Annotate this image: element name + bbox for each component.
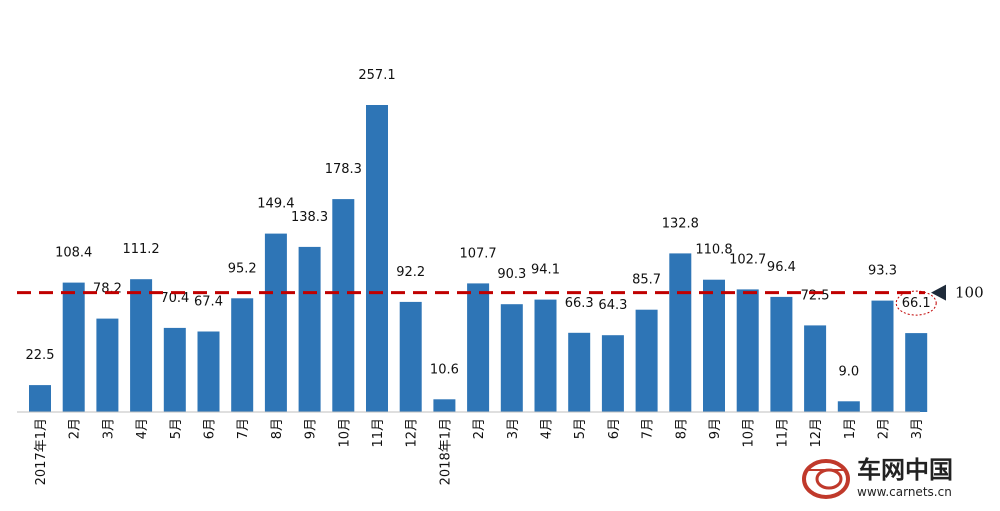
reference-marker-icon bbox=[931, 284, 946, 301]
bar-value-label: 66.3 bbox=[565, 296, 594, 311]
bar bbox=[130, 279, 153, 412]
x-tick-label: 3月 bbox=[506, 418, 521, 439]
bar bbox=[669, 253, 692, 412]
x-tick-label: 2018年1月 bbox=[438, 418, 453, 485]
x-tick-label: 5月 bbox=[169, 418, 184, 439]
bar-value-label: 78.2 bbox=[93, 282, 122, 297]
bar-value-label: 96.4 bbox=[767, 260, 796, 275]
bar bbox=[29, 385, 51, 412]
x-tick-label: 7月 bbox=[236, 418, 251, 439]
x-tick-label: 10月 bbox=[337, 418, 352, 448]
x-tick-label: 7月 bbox=[641, 418, 656, 439]
bar-value-label: 95.2 bbox=[228, 261, 257, 276]
bar-value-label: 72.5 bbox=[801, 288, 830, 303]
x-tick-label: 12月 bbox=[809, 418, 824, 448]
bar-value-label: 178.3 bbox=[325, 162, 362, 177]
x-tick-label: 2017年1月 bbox=[34, 418, 49, 485]
bar-value-label: 67.4 bbox=[194, 295, 223, 310]
bar bbox=[534, 299, 557, 412]
x-tick-label: 9月 bbox=[304, 418, 319, 439]
x-tick-label: 9月 bbox=[708, 418, 723, 439]
watermark: 车网中国 www.carnets.cn bbox=[802, 456, 953, 499]
x-tick-labels-layer: 2017年1月 2月 3月 4月 5月 6月 7月 8月 9月 10月 11月 12月 2018年1月 2… bbox=[34, 418, 925, 485]
bar bbox=[736, 289, 759, 412]
watermark-logo-icon bbox=[802, 459, 850, 499]
bars-layer bbox=[29, 105, 928, 412]
bar bbox=[837, 401, 860, 412]
bar bbox=[770, 296, 793, 412]
x-tick-label: 8月 bbox=[674, 418, 689, 439]
bar-value-label: 66.1 bbox=[902, 296, 931, 311]
x-tick-label: 4月 bbox=[135, 418, 150, 439]
x-tick-label: 2月 bbox=[877, 418, 892, 439]
bar-value-label: 22.5 bbox=[26, 348, 55, 363]
bar-value-label: 149.4 bbox=[257, 197, 294, 212]
bar-value-label: 94.1 bbox=[531, 263, 560, 278]
x-tick-label: 3月 bbox=[101, 418, 116, 439]
bar-value-label: 132.8 bbox=[662, 216, 699, 231]
bar bbox=[231, 298, 254, 412]
bar-value-label: 138.3 bbox=[291, 210, 328, 225]
bar bbox=[601, 335, 624, 412]
value-labels-layer: 22.5 108.4 78.2 111.2 70.4 67.4 95.2 149.4138.3… bbox=[26, 68, 937, 379]
bar-value-label: 10.6 bbox=[430, 362, 459, 377]
bar bbox=[399, 301, 422, 412]
x-tick-label: 1月 bbox=[843, 418, 858, 439]
bar-value-label: 102.7 bbox=[729, 252, 766, 267]
bar bbox=[96, 318, 119, 412]
bar-value-label: 9.0 bbox=[838, 364, 859, 379]
bar bbox=[197, 331, 220, 412]
x-tick-label: 12月 bbox=[405, 418, 420, 448]
highlight-circle bbox=[895, 290, 937, 316]
x-tick-label: 6月 bbox=[203, 418, 218, 439]
bar bbox=[163, 327, 186, 412]
reference-line-label: 100 bbox=[955, 284, 984, 302]
x-tick-label: 4月 bbox=[540, 418, 555, 439]
bar bbox=[703, 279, 725, 412]
x-tick-label: 2月 bbox=[68, 418, 83, 439]
bar bbox=[62, 282, 85, 412]
bar-value-label: 108.4 bbox=[55, 246, 92, 261]
bar-value-label: 90.3 bbox=[497, 267, 526, 282]
x-tick-label: 8月 bbox=[270, 418, 285, 439]
bar bbox=[433, 399, 456, 412]
bar-value-label: 64.3 bbox=[598, 298, 627, 313]
bar-value-label: 70.4 bbox=[160, 291, 189, 306]
bar-value-label: 107.7 bbox=[459, 246, 496, 261]
x-tick-label: 6月 bbox=[607, 418, 622, 439]
bar bbox=[467, 283, 490, 412]
bar bbox=[366, 105, 388, 412]
bar bbox=[264, 233, 287, 412]
x-tick-label: 11月 bbox=[371, 418, 386, 448]
x-tick-label: 3月 bbox=[910, 418, 925, 439]
bar bbox=[635, 309, 658, 412]
bar-value-label: 110.8 bbox=[695, 243, 732, 258]
bar-value-label: 111.2 bbox=[122, 242, 159, 257]
x-tick-label: 10月 bbox=[742, 418, 757, 448]
bar bbox=[568, 332, 591, 412]
x-tick-label: 11月 bbox=[775, 418, 790, 448]
bar-value-label: 257.1 bbox=[358, 68, 395, 83]
bar bbox=[804, 325, 827, 412]
x-tick-label: 5月 bbox=[573, 418, 588, 439]
bar bbox=[871, 300, 894, 412]
bar bbox=[298, 246, 321, 412]
bar bbox=[332, 199, 355, 412]
watermark-brand: 车网中国 bbox=[857, 456, 953, 484]
bar bbox=[905, 333, 928, 412]
bar-value-label: 92.2 bbox=[396, 265, 425, 280]
bar-value-label: 85.7 bbox=[632, 273, 661, 288]
bar bbox=[500, 304, 523, 412]
x-tick-label: 2月 bbox=[472, 418, 487, 439]
watermark-url: www.carnets.cn bbox=[857, 485, 952, 499]
bar-value-label: 93.3 bbox=[868, 264, 897, 279]
